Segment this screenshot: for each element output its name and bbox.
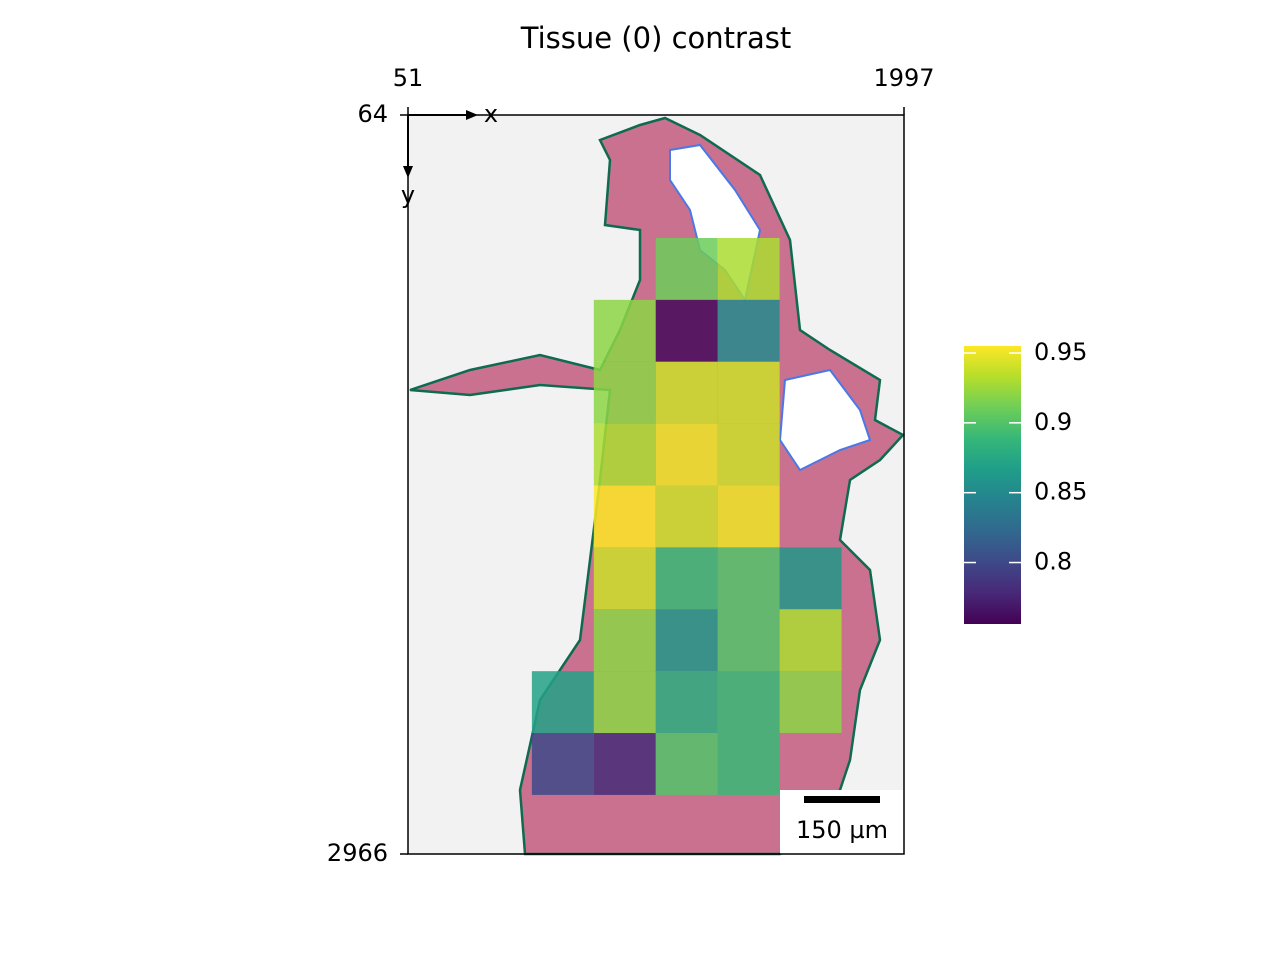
colorbar-tick-label: 0.95: [1034, 338, 1087, 366]
heatmap-cell: [655, 423, 718, 486]
heatmap-cell: [655, 733, 718, 795]
colorbar-tick-label: 0.85: [1034, 478, 1087, 506]
x-tick-label: 51: [393, 64, 424, 92]
heatmap-cell: [717, 299, 780, 362]
heatmap-cell: [593, 547, 656, 610]
scale-bar-label: 150 µm: [796, 816, 888, 844]
axis-arrows: [403, 110, 478, 178]
heatmap-cell: [655, 485, 718, 548]
colorbar-tick-label: 0.8: [1034, 548, 1072, 576]
heatmap-cell: [531, 671, 594, 734]
heatmap-cell: [531, 733, 594, 795]
heatmap-cell: [593, 485, 656, 548]
heatmap-cell: [717, 547, 780, 610]
plot-frame: [407, 114, 905, 855]
heatmap-cell: [779, 547, 842, 610]
colorbar: [964, 346, 1021, 624]
heatmap-cell: [717, 361, 780, 424]
heatmap-cell: [593, 733, 656, 795]
heatmap-cell: [717, 423, 780, 486]
x-axis-label: x: [484, 100, 498, 128]
heatmap-cell: [779, 671, 842, 734]
heatmap-cell: [593, 361, 656, 424]
y-tick-label: 64: [357, 100, 388, 128]
heatmap-cell: [717, 671, 780, 734]
scale-bar: 150 µm: [780, 790, 904, 854]
heatmap-cell: [655, 237, 718, 300]
heatmap-cell: [593, 299, 656, 362]
heatmap-cell: [717, 609, 780, 672]
heatmap-cell: [779, 609, 842, 672]
heatmap-cell: [655, 547, 718, 610]
y-axis-label: y: [401, 181, 415, 209]
heatmap-cell: [593, 423, 656, 486]
x-tick-label: 1997: [873, 64, 934, 92]
heatmap-cell: [655, 609, 718, 672]
heatmap-cell: [655, 671, 718, 734]
heatmap-cell: [655, 299, 718, 362]
heatmap-cell: [655, 361, 718, 424]
heatmap-cell: [717, 733, 780, 795]
heatmap-cell: [717, 485, 780, 548]
heatmap-cell: [593, 671, 656, 734]
heatmap-cell: [717, 237, 780, 300]
chart-title: Tissue (0) contrast: [520, 21, 791, 55]
y-tick-label: 2966: [327, 839, 388, 867]
heatmap-cell: [593, 609, 656, 672]
colorbar-tick-label: 0.9: [1034, 408, 1072, 436]
